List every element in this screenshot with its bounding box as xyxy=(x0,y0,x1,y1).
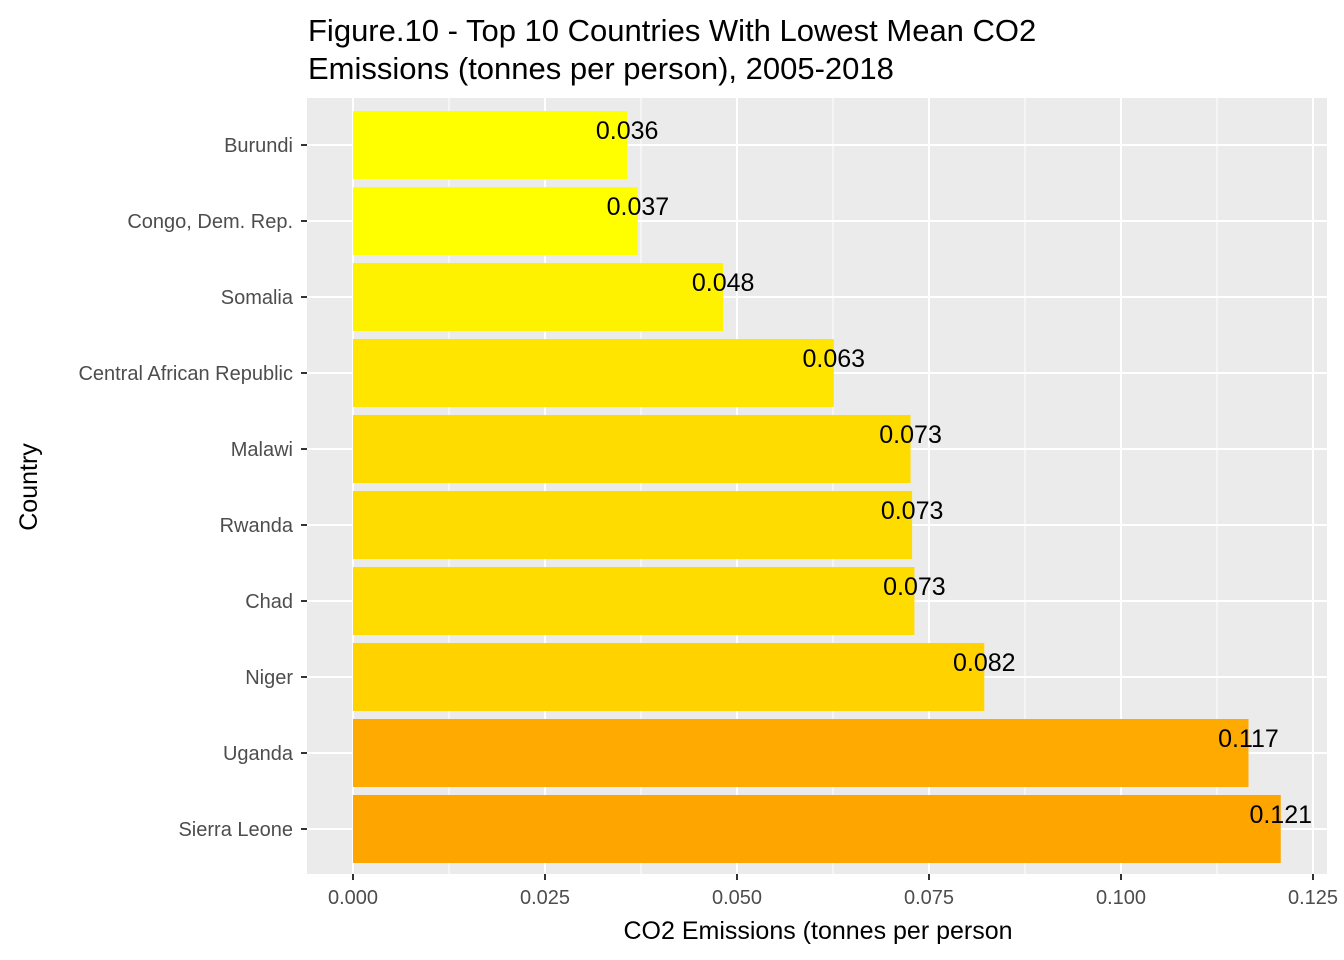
y-tick-label: Chad xyxy=(245,591,293,613)
bar xyxy=(353,643,985,711)
x-tick-label: 0.050 xyxy=(712,887,762,909)
data-label: 0.073 xyxy=(881,497,944,525)
x-axis-label: CO2 Emissions (tonnes per person xyxy=(623,917,1012,945)
y-tick-label: Somalia xyxy=(221,287,294,309)
chart-title-line-1: Figure.10 - Top 10 Countries With Lowest… xyxy=(308,13,1036,48)
y-tick-label: Malawi xyxy=(231,439,293,461)
y-tick-label: Burundi xyxy=(224,135,293,157)
y-tick-label: Congo, Dem. Rep. xyxy=(127,211,293,233)
x-axis: 0.000 0.025 0.050 0.075 0.100 0.125 xyxy=(328,874,1338,909)
x-tick-label: 0.075 xyxy=(904,887,954,909)
y-tick-label: Central African Republic xyxy=(78,363,293,385)
bar xyxy=(353,491,913,559)
bar xyxy=(353,795,1281,863)
bar xyxy=(353,415,911,483)
data-labels: 0.036 0.037 0.048 0.063 0.073 0.073 0.073 0.082… xyxy=(596,117,1312,829)
x-tick-label: 0.125 xyxy=(1288,887,1338,909)
chart-title-line-2: Emissions (tonnes per person), 2005-2018 xyxy=(308,51,894,86)
y-axis-label: Country xyxy=(15,443,43,531)
x-tick-label: 0.025 xyxy=(520,887,570,909)
data-label: 0.073 xyxy=(883,573,946,601)
data-label: 0.063 xyxy=(802,345,865,373)
y-tick-label: Uganda xyxy=(223,743,294,765)
data-label: 0.073 xyxy=(879,421,942,449)
data-label: 0.082 xyxy=(953,649,1016,677)
bars xyxy=(353,111,1281,863)
x-tick-label: 0.100 xyxy=(1096,887,1146,909)
data-label: 0.121 xyxy=(1249,801,1312,829)
data-label: 0.037 xyxy=(607,193,670,221)
bar xyxy=(353,567,915,635)
y-tick-label: Sierra Leone xyxy=(178,819,293,841)
data-label: 0.117 xyxy=(1218,725,1279,753)
data-label: 0.048 xyxy=(692,269,755,297)
bar xyxy=(353,111,628,179)
y-tick-label: Rwanda xyxy=(220,515,294,537)
bar xyxy=(353,719,1249,787)
y-axis: Burundi Congo, Dem. Rep. Somalia Central Af… xyxy=(78,135,307,841)
bar xyxy=(353,187,638,255)
bar xyxy=(353,263,724,331)
data-label: 0.036 xyxy=(596,117,659,145)
y-tick-label: Niger xyxy=(245,667,293,689)
bar xyxy=(353,339,834,407)
x-tick-label: 0.000 xyxy=(328,887,378,909)
